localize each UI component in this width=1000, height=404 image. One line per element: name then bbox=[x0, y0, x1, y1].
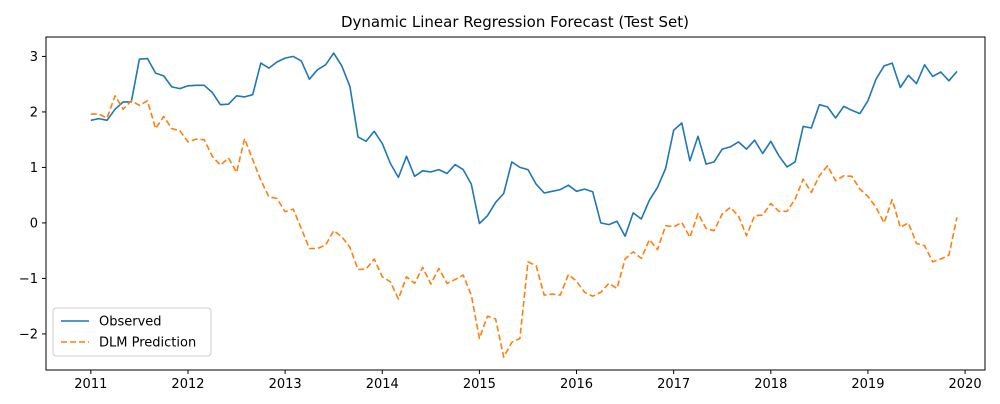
chart-title: Dynamic Linear Regression Forecast (Test… bbox=[341, 13, 689, 31]
x-tick-label: 2019 bbox=[851, 377, 884, 392]
series-line-observed bbox=[90, 52, 958, 237]
legend: Observed DLM Prediction bbox=[52, 307, 212, 357]
y-tick-label: −2 bbox=[19, 327, 38, 342]
x-tick-label: 2013 bbox=[269, 377, 302, 392]
plot-area bbox=[90, 52, 958, 359]
x-tick-label: 2012 bbox=[171, 377, 204, 392]
y-tick-label: 0 bbox=[30, 216, 38, 231]
legend-label: DLM Prediction bbox=[99, 336, 196, 351]
x-tick-label: 2014 bbox=[366, 377, 399, 392]
y-tick-label: 2 bbox=[30, 105, 38, 120]
x-tick-label: 2015 bbox=[463, 377, 496, 392]
x-tick-label: 2011 bbox=[74, 377, 107, 392]
x-tick-label: 2017 bbox=[657, 377, 690, 392]
series-line-dlm-prediction bbox=[90, 95, 958, 359]
legend-label: Observed bbox=[99, 315, 162, 330]
x-tick-label: 2018 bbox=[754, 377, 787, 392]
y-tick-label: −1 bbox=[19, 272, 38, 287]
y-tick-label: 3 bbox=[30, 50, 38, 65]
y-tick-label: 1 bbox=[30, 161, 38, 176]
legend-box bbox=[52, 307, 212, 357]
y-axis: −2 −1 0 1 2 3 bbox=[19, 50, 46, 342]
x-tick-label: 2016 bbox=[560, 377, 593, 392]
x-axis: 2011 2012 2013 2014 2015 2016 2017 2018 2019 2020 bbox=[74, 370, 982, 392]
plot-frame bbox=[45, 36, 986, 371]
x-tick-label: 2020 bbox=[949, 377, 982, 392]
